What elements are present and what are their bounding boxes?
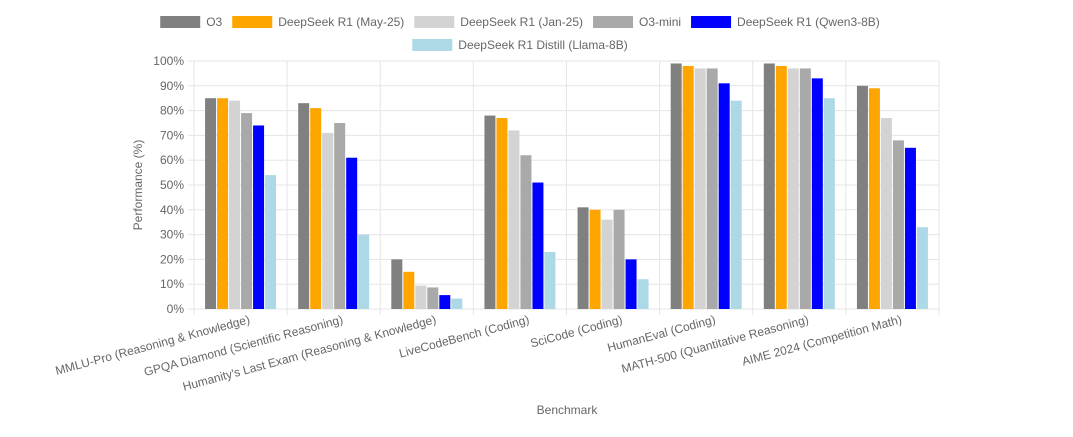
legend-label: O3 [206, 15, 222, 29]
bar [391, 259, 403, 309]
bar [298, 103, 310, 309]
bar [451, 298, 463, 309]
y-axis-title: Performance (%) [131, 140, 145, 231]
bar [334, 123, 346, 309]
bar [532, 182, 544, 309]
bar [508, 130, 520, 309]
bar [904, 147, 916, 309]
bar [577, 207, 589, 309]
bar [625, 259, 637, 309]
legend-item[interactable]: DeepSeek R1 (Jan-25) [414, 15, 583, 29]
bar [682, 65, 694, 310]
bar [358, 234, 370, 309]
bar [601, 219, 613, 309]
legend-swatch [414, 16, 455, 28]
legend-label: DeepSeek R1 (Jan-25) [460, 15, 583, 29]
legend-item[interactable]: O3 [160, 15, 223, 29]
bar [694, 68, 706, 309]
legend-item[interactable]: O3-mini [593, 15, 681, 29]
bar [856, 85, 868, 309]
legend-label: DeepSeek R1 (May-25) [278, 15, 404, 29]
x-axis: MMLU-Pro (Reasoning & Knowledge)GPQA Dia… [54, 312, 903, 393]
bar [916, 227, 928, 309]
y-tick-label: 100% [153, 54, 184, 68]
legend-item[interactable]: DeepSeek R1 (Qwen3-8B) [691, 15, 880, 29]
bar [613, 209, 625, 309]
bar [730, 100, 742, 310]
y-tick-label: 40% [160, 203, 184, 217]
bar [415, 285, 427, 309]
bar [427, 287, 439, 309]
bar [670, 63, 682, 310]
bar [265, 175, 277, 309]
bar [589, 209, 601, 309]
bar [241, 113, 253, 309]
bar [706, 68, 718, 309]
legend-item[interactable]: DeepSeek R1 (May-25) [232, 15, 404, 29]
legend-label: O3-mini [639, 15, 681, 29]
bar [205, 98, 217, 309]
bar [346, 157, 358, 309]
bar [484, 115, 496, 309]
bar [892, 140, 904, 309]
legend-swatch [593, 16, 634, 28]
y-tick-label: 30% [160, 228, 184, 242]
bar [787, 68, 799, 309]
bar [637, 279, 649, 309]
bar [799, 68, 811, 309]
bar [217, 98, 229, 309]
bar [823, 98, 835, 309]
x-axis-title: Benchmark [537, 403, 599, 417]
y-tick-label: 80% [160, 104, 184, 118]
legend-label: DeepSeek R1 Distill (Llama-8B) [458, 38, 627, 52]
legend-item[interactable]: DeepSeek R1 Distill (Llama-8B) [412, 38, 628, 52]
legend-swatch [691, 16, 732, 28]
bar [253, 125, 265, 309]
bar [322, 132, 334, 309]
bar [229, 100, 241, 310]
y-tick-label: 90% [160, 79, 184, 93]
y-tick-label: 10% [160, 277, 184, 291]
legend-swatch [232, 16, 273, 28]
x-tick-label: AIME 2024 (Competition Math) [740, 312, 903, 368]
y-tick-label: 20% [160, 252, 184, 266]
bar [868, 88, 880, 309]
bar [763, 63, 775, 310]
bar [544, 251, 556, 309]
bar [775, 65, 787, 310]
y-tick-label: 70% [160, 128, 184, 142]
legend-swatch [412, 39, 453, 51]
y-axis: 0% 10% 20% 30% 40% 50% 60% 70% 80% 90% 100% [153, 54, 184, 316]
bar [310, 108, 322, 310]
y-tick-label: 60% [160, 153, 184, 167]
bar [496, 118, 508, 309]
bar [718, 83, 730, 309]
legend: O3 DeepSeek R1 (May-25) DeepSeek R1 (Jan-2… [160, 15, 880, 52]
bars [205, 63, 928, 310]
legend-swatch [160, 16, 201, 28]
y-tick-label: 0% [167, 302, 185, 316]
bar [880, 118, 892, 309]
bar [403, 271, 415, 309]
bar [439, 295, 451, 309]
legend-label: DeepSeek R1 (Qwen3-8B) [737, 15, 880, 29]
bar [811, 78, 823, 309]
bar [520, 155, 532, 309]
y-tick-label: 50% [160, 178, 184, 192]
